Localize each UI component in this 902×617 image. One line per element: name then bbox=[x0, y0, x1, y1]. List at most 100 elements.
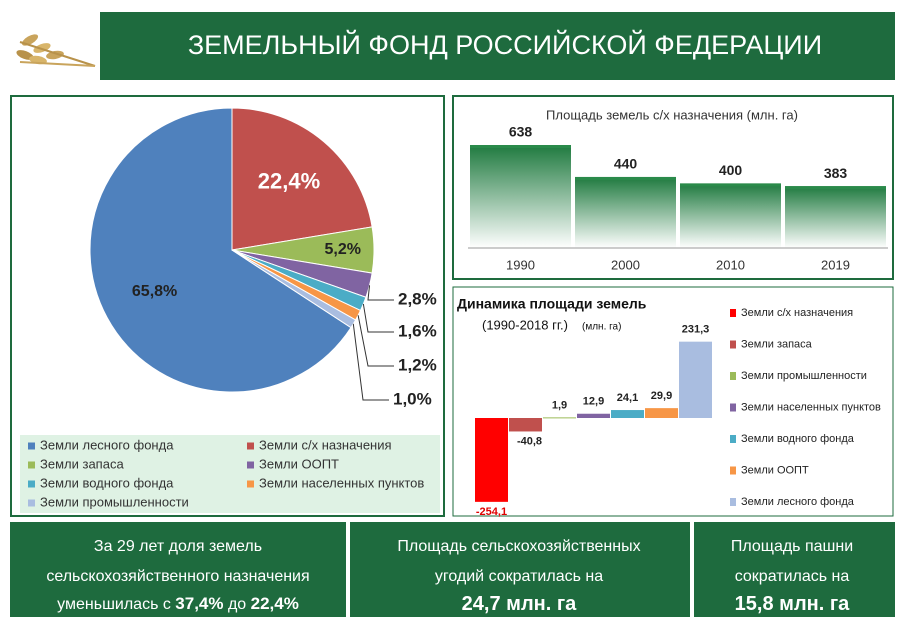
data-label: 2,8% bbox=[398, 289, 437, 308]
data-label: 638 bbox=[509, 124, 533, 140]
summary-line: 24,7 млн. га bbox=[462, 593, 578, 615]
summary-text: угодий сократилась на bbox=[435, 568, 603, 585]
legend-swatch bbox=[730, 309, 736, 317]
x-tick-label: 2000 bbox=[611, 257, 640, 272]
bar-top bbox=[470, 145, 571, 148]
waterfall-panel bbox=[452, 286, 894, 517]
bar bbox=[645, 408, 678, 418]
legend-label: Земли лесного фонда bbox=[741, 496, 855, 508]
chart-title: Динамика площади земель bbox=[457, 296, 647, 312]
legend-swatch bbox=[247, 461, 254, 469]
data-label: -40,8 bbox=[517, 435, 542, 447]
summary-line: Площадь пашни bbox=[731, 538, 853, 555]
legend-label: Земли лесного фонда bbox=[40, 437, 174, 452]
data-label: 383 bbox=[824, 165, 848, 181]
legend-swatch bbox=[28, 499, 35, 507]
legend-label: Земли ООПТ bbox=[741, 464, 809, 476]
summary-text: сократилась на bbox=[735, 568, 850, 585]
bar bbox=[785, 186, 886, 248]
summary-text: За 29 лет доля земель bbox=[94, 538, 262, 555]
leader-line bbox=[367, 285, 394, 301]
legend-swatch bbox=[247, 480, 254, 488]
leader-line bbox=[362, 303, 394, 333]
summary-line: угодий сократилась на bbox=[435, 568, 603, 585]
legend-swatch bbox=[730, 403, 736, 412]
data-label: 5,2% bbox=[325, 241, 361, 258]
page-title: ЗЕМЕЛЬНЫЙ ФОНД РОССИЙСКОЙ ФЕДЕРАЦИИ bbox=[188, 29, 822, 60]
summary-line: 15,8 млн. га bbox=[735, 593, 851, 615]
data-label: 1,6% bbox=[398, 321, 437, 340]
leader-line bbox=[357, 315, 394, 367]
data-label: 24,1 bbox=[617, 392, 638, 404]
x-tick-label: 2010 bbox=[716, 257, 745, 272]
legend-swatch bbox=[28, 442, 35, 450]
summary-text: 24,7 млн. га bbox=[462, 593, 578, 615]
separator bbox=[346, 522, 350, 617]
bar-top bbox=[680, 183, 781, 187]
data-label: 1,0% bbox=[393, 389, 432, 408]
legend-swatch bbox=[730, 372, 736, 380]
bar bbox=[577, 413, 610, 418]
bar bbox=[611, 410, 644, 418]
legend-label: Земли водного фонда bbox=[741, 433, 855, 445]
summary-line: уменьшилась с 37,4% до 22,4% bbox=[57, 594, 299, 613]
wheat-icon bbox=[16, 34, 96, 67]
bar bbox=[543, 417, 576, 419]
summary-text: 22,4% bbox=[251, 594, 299, 613]
pie-legend-area bbox=[20, 435, 440, 513]
legend-label: Земли с/х назначения bbox=[259, 437, 392, 452]
data-label: 12,9 bbox=[583, 396, 604, 408]
legend-swatch bbox=[730, 340, 736, 349]
data-label: 22,4% bbox=[258, 169, 320, 194]
bar bbox=[470, 145, 571, 248]
pie-slice bbox=[89, 107, 352, 393]
summary-text: до bbox=[224, 596, 251, 613]
legend-label: Земли водного фонда bbox=[40, 475, 174, 490]
summary-line: Площадь сельскохозяйственных bbox=[397, 538, 640, 555]
data-label: 65,8% bbox=[132, 283, 177, 300]
data-label: -254,1 bbox=[476, 506, 507, 518]
summary-band bbox=[10, 522, 895, 617]
bar bbox=[680, 183, 781, 248]
legend-swatch bbox=[247, 442, 254, 450]
bar-top bbox=[785, 186, 886, 190]
legend-label: Земли запаса bbox=[741, 338, 813, 350]
legend-label: Земли населенных пунктов bbox=[259, 475, 424, 490]
legend-label: Земли запаса bbox=[40, 456, 124, 471]
summary-text: 37,4% bbox=[175, 594, 223, 613]
data-label: 231,3 bbox=[682, 324, 710, 336]
header-band bbox=[100, 12, 895, 80]
chart-subtitle: (1990-2018 гг.) bbox=[482, 317, 568, 332]
legend-label: Земли ООПТ bbox=[259, 456, 339, 471]
data-label: 1,2% bbox=[398, 355, 437, 374]
summary-text: сельскохозяйственного назначения bbox=[46, 568, 309, 585]
data-label: 440 bbox=[614, 156, 638, 172]
legend-swatch bbox=[28, 480, 35, 488]
chart-units: (млн. га) bbox=[582, 322, 621, 333]
summary-text: 15,8 млн. га bbox=[735, 593, 851, 615]
pie-slice bbox=[231, 249, 357, 329]
separator bbox=[690, 522, 694, 617]
legend-label: Земли промышленности bbox=[40, 494, 189, 509]
leader-line bbox=[352, 323, 389, 401]
legend-label: Земли промышленности bbox=[741, 370, 867, 382]
legend-swatch bbox=[730, 466, 736, 475]
summary-line: сократилась на bbox=[735, 568, 850, 585]
bar bbox=[509, 418, 542, 432]
chart-title: Площадь земель с/х назначения (млн. га) bbox=[546, 107, 798, 122]
legend-swatch bbox=[28, 461, 35, 469]
legend-swatch bbox=[730, 498, 736, 506]
data-label: 1,9 bbox=[552, 399, 567, 411]
legend-swatch bbox=[730, 435, 736, 443]
bar bbox=[575, 176, 676, 248]
bar bbox=[475, 418, 508, 502]
bar-top bbox=[575, 176, 676, 180]
summary-line: сельскохозяйственного назначения bbox=[46, 568, 309, 585]
legend-label: Земли с/х назначения bbox=[741, 307, 853, 319]
summary-text: уменьшилась с bbox=[57, 596, 175, 613]
summary-text: Площадь пашни bbox=[731, 538, 853, 555]
bar bbox=[679, 341, 712, 418]
pie-slice bbox=[231, 107, 373, 251]
summary-text: Площадь сельскохозяйственных bbox=[397, 538, 640, 555]
x-tick-label: 1990 bbox=[506, 257, 535, 272]
